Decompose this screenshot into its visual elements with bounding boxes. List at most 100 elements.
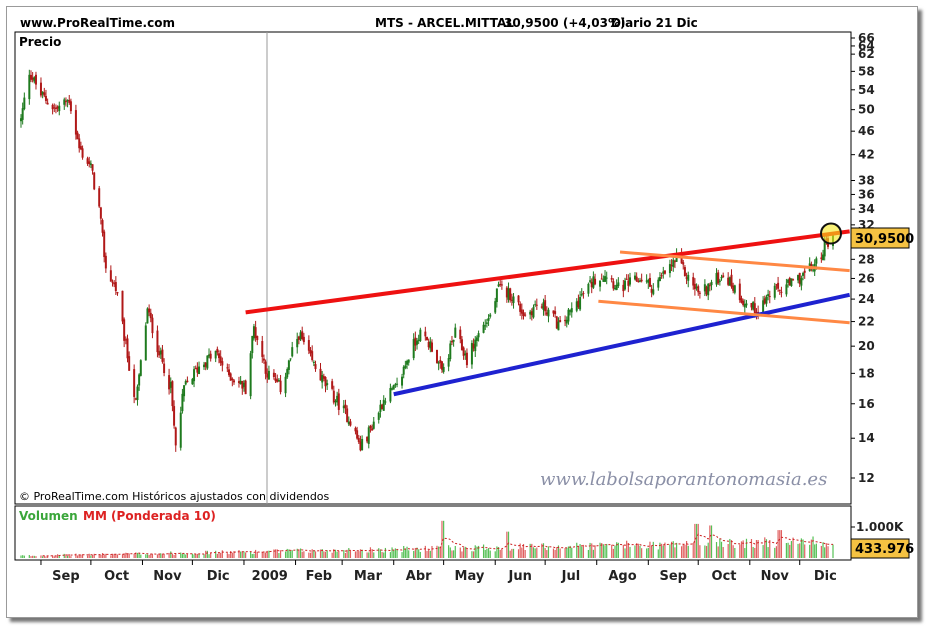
candle-body xyxy=(648,277,651,287)
candle-body xyxy=(214,350,217,359)
volume-bar xyxy=(81,554,84,558)
volume-bar xyxy=(695,523,698,558)
candle-body xyxy=(128,356,131,371)
candle-body xyxy=(372,421,375,429)
candle-body xyxy=(812,269,815,271)
candle-body xyxy=(291,347,294,357)
candle-body xyxy=(470,343,473,365)
volume-bar xyxy=(571,547,573,558)
volume-bar xyxy=(171,553,174,558)
candle-body xyxy=(579,297,582,310)
candle-body xyxy=(149,312,152,319)
volume-bar xyxy=(765,539,768,558)
month-tick-label: Jun xyxy=(508,569,532,584)
volume-bar xyxy=(121,554,124,558)
volume-bar xyxy=(359,549,362,558)
candle-body xyxy=(635,276,638,282)
volume-bar xyxy=(196,553,198,558)
volume-bar xyxy=(393,550,395,558)
volume-bar xyxy=(506,531,508,558)
price-tick-label: 54 xyxy=(858,83,875,97)
candle-body xyxy=(319,368,322,381)
volume-bar xyxy=(136,552,139,558)
volume-bar xyxy=(406,546,408,558)
volume-bar xyxy=(448,545,450,558)
volume-bar xyxy=(486,548,488,558)
volume-bar xyxy=(133,553,135,558)
candle-body xyxy=(21,108,24,120)
candles xyxy=(20,69,834,452)
volume-bar xyxy=(418,549,420,558)
volume-bar xyxy=(274,549,277,558)
candle-body xyxy=(242,382,245,387)
volume-bar xyxy=(28,555,30,558)
volume-bar xyxy=(276,549,278,558)
volume-bar xyxy=(629,546,631,558)
last-price-value: 30,9500 xyxy=(855,232,914,247)
volume-bar xyxy=(750,539,753,558)
volume-bar xyxy=(299,548,302,558)
candle-body xyxy=(134,398,137,400)
candle-body xyxy=(750,303,753,308)
candle-body xyxy=(499,283,502,285)
price-tick-label: 16 xyxy=(858,397,875,411)
candle-body xyxy=(203,364,206,368)
candle-body xyxy=(522,312,525,317)
volume-bar xyxy=(173,554,175,558)
volume-bar xyxy=(356,551,358,558)
volume-bar xyxy=(709,525,711,558)
candle-body xyxy=(718,280,721,282)
candle-body xyxy=(569,310,572,312)
candle-body xyxy=(241,381,244,389)
candle-body xyxy=(361,438,364,451)
volume-bar xyxy=(554,549,556,558)
candle-body xyxy=(773,285,776,298)
candle-body xyxy=(191,379,194,385)
candle-body xyxy=(460,339,463,350)
volume-bar xyxy=(181,554,184,558)
candle-body xyxy=(743,304,746,308)
volume-bar xyxy=(215,550,217,558)
volume-bar xyxy=(333,549,335,558)
candle-body xyxy=(683,267,686,277)
volume-bar xyxy=(245,552,247,558)
candle-body xyxy=(169,382,172,388)
trendline-support xyxy=(393,292,851,397)
volume-bar xyxy=(123,553,125,558)
volume-bar xyxy=(802,539,804,558)
candle-body xyxy=(708,285,711,287)
volume-bar xyxy=(203,554,205,558)
candle-body xyxy=(599,280,602,287)
volume-bar xyxy=(730,540,733,558)
candle-body xyxy=(495,288,498,303)
month-tick-label: Feb xyxy=(306,569,332,584)
candle-body xyxy=(520,309,523,314)
candle-body xyxy=(564,319,567,322)
candle-body xyxy=(565,319,568,324)
volume-bar xyxy=(809,544,811,558)
volume-bar xyxy=(732,545,734,558)
candle-body xyxy=(79,146,82,150)
volume-bar xyxy=(40,555,42,558)
candle-body xyxy=(256,336,259,341)
volume-bar xyxy=(670,541,673,558)
candle-body xyxy=(89,163,92,165)
candle-body xyxy=(196,367,199,373)
candle-body xyxy=(798,272,801,284)
candle-body xyxy=(454,327,457,338)
volume-bar xyxy=(614,545,616,558)
volume-bar xyxy=(790,541,793,558)
month-tick-label: Nov xyxy=(153,569,182,584)
candle-body xyxy=(68,100,71,103)
candle-body xyxy=(412,339,415,359)
candle-body xyxy=(139,360,142,376)
volume-bar xyxy=(559,548,561,558)
volume-bar xyxy=(472,551,475,558)
candle-body xyxy=(29,74,32,80)
candle-body xyxy=(452,339,455,342)
month-tick-label: 2009 xyxy=(252,569,288,584)
candle-body xyxy=(54,107,57,109)
candle-body xyxy=(81,148,84,158)
volume-bar xyxy=(303,551,305,558)
candle-body xyxy=(427,341,430,348)
